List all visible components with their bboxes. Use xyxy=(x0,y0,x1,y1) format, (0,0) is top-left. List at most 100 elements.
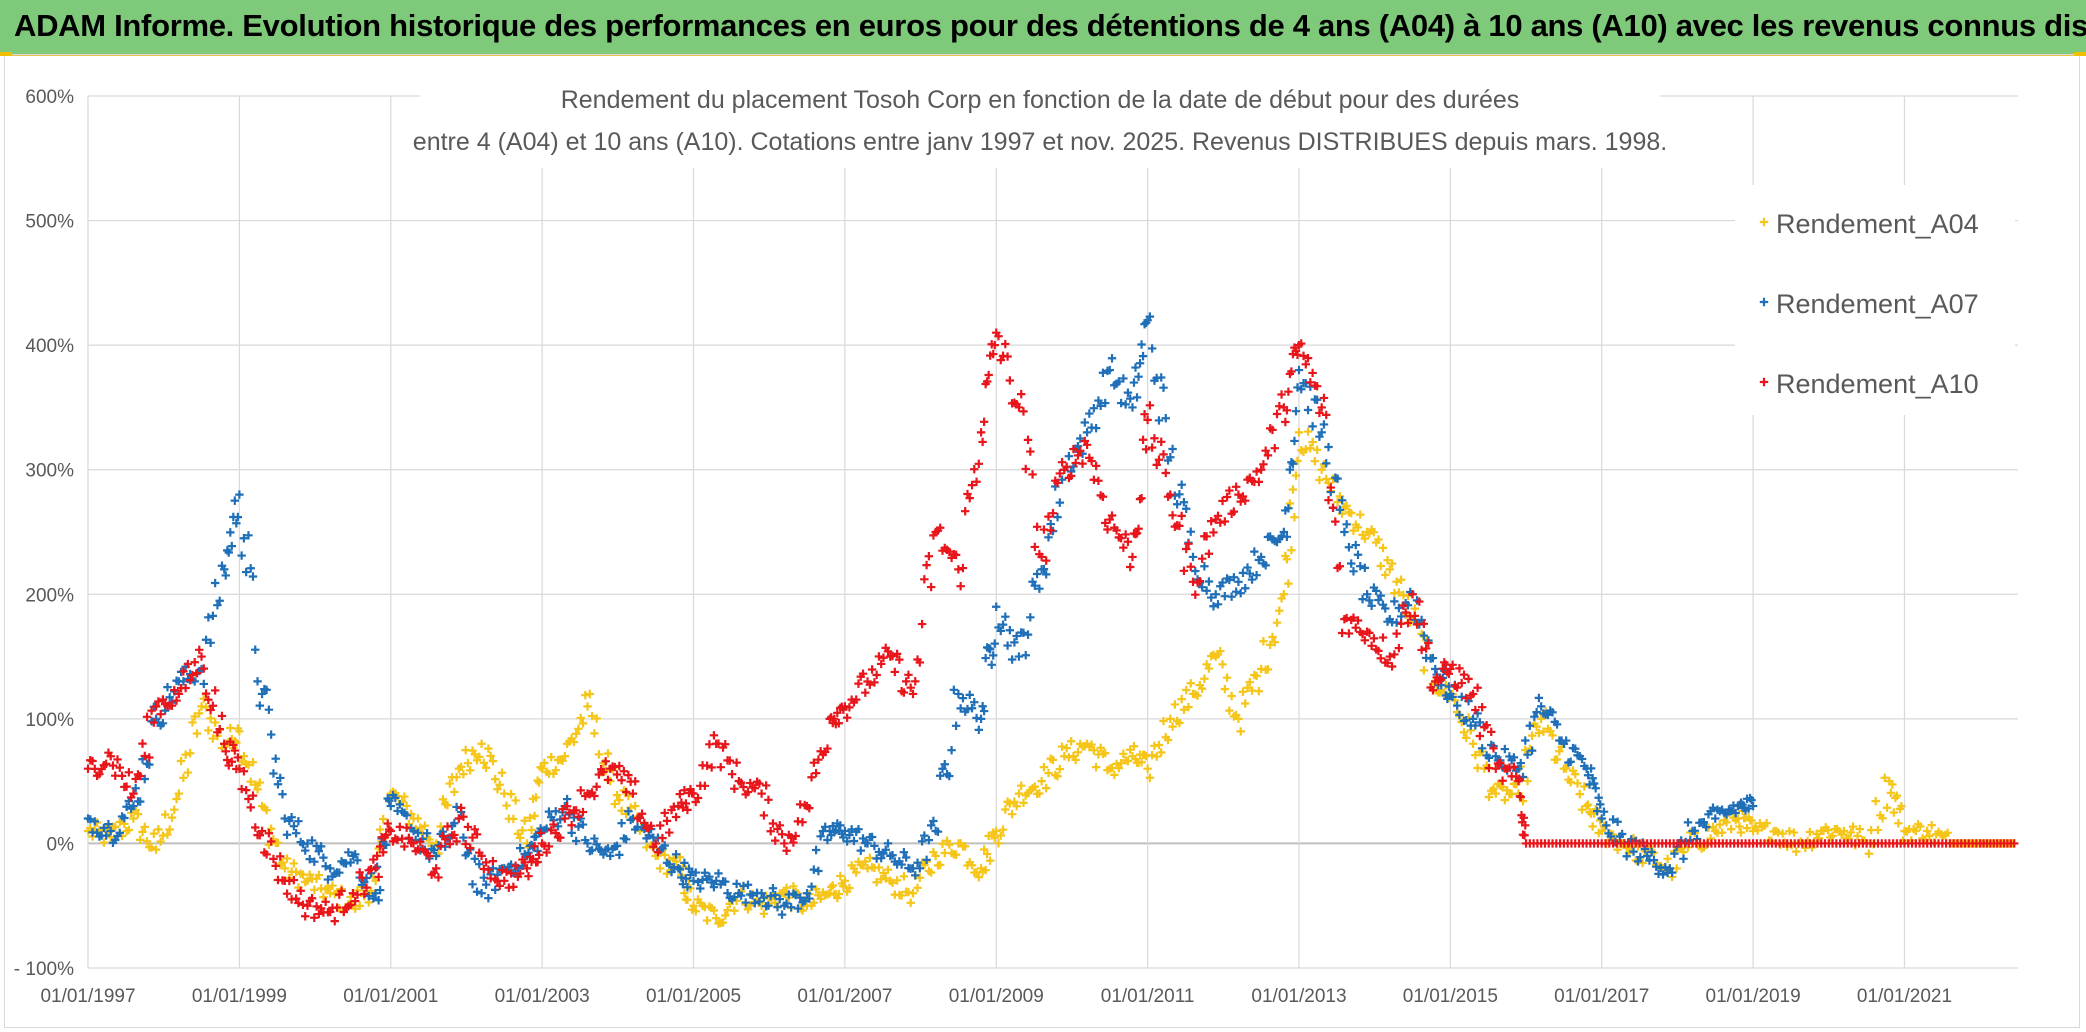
data-point xyxy=(1306,378,1315,387)
data-point xyxy=(791,890,800,900)
x-tick-label: 01/01/2007 xyxy=(797,986,892,1007)
data-point xyxy=(945,547,954,556)
data-point xyxy=(1140,410,1149,419)
data-point xyxy=(800,896,809,906)
data-point xyxy=(1055,498,1065,507)
x-tick-label: 01/01/2009 xyxy=(949,986,1044,1007)
data-point xyxy=(391,793,400,803)
data-point xyxy=(1312,445,1322,454)
data-point xyxy=(610,799,619,809)
data-point xyxy=(241,567,251,577)
data-point xyxy=(899,872,909,881)
data-point xyxy=(691,907,700,916)
data-point xyxy=(660,808,669,818)
data-point xyxy=(707,878,716,887)
data-point xyxy=(741,898,750,907)
data-point xyxy=(1509,762,1519,771)
data-point xyxy=(481,763,491,773)
data-point xyxy=(235,490,244,499)
data-point xyxy=(1177,694,1186,704)
data-point xyxy=(592,840,601,849)
data-point xyxy=(210,718,220,727)
data-point xyxy=(1154,455,1164,464)
data-point xyxy=(658,833,667,843)
data-point xyxy=(201,703,211,712)
data-point xyxy=(1468,739,1478,748)
data-point xyxy=(992,602,1001,611)
data-point xyxy=(443,801,452,810)
data-point xyxy=(1392,577,1401,586)
data-point xyxy=(1080,418,1089,427)
data-point xyxy=(615,795,624,805)
data-point xyxy=(1005,376,1015,385)
data-point xyxy=(1200,674,1209,683)
data-point xyxy=(1753,826,1762,835)
data-point xyxy=(183,768,193,777)
data-point xyxy=(425,851,434,861)
data-point xyxy=(689,901,698,910)
data-point xyxy=(1062,743,1071,753)
data-point xyxy=(1071,755,1080,765)
data-point xyxy=(404,833,414,842)
chart-frame xyxy=(4,54,2080,1028)
data-point xyxy=(996,626,1005,636)
data-point xyxy=(1736,828,1746,837)
data-point xyxy=(1168,511,1177,520)
data-point xyxy=(1365,596,1374,605)
data-point xyxy=(436,841,445,851)
data-point xyxy=(947,746,956,755)
data-point xyxy=(1417,645,1426,655)
data-point xyxy=(764,795,773,804)
data-point xyxy=(858,834,868,843)
data-point xyxy=(350,850,360,859)
data-point xyxy=(1103,525,1112,534)
data-point xyxy=(1281,417,1290,427)
data-point xyxy=(791,831,800,841)
data-point xyxy=(1243,563,1252,572)
data-point xyxy=(1023,435,1033,445)
data-point xyxy=(1489,784,1498,793)
data-point xyxy=(1385,565,1394,574)
data-point xyxy=(468,833,477,842)
data-point xyxy=(1299,351,1308,361)
data-point xyxy=(1853,831,1862,841)
data-point xyxy=(188,718,197,727)
data-point xyxy=(190,677,199,686)
data-point xyxy=(1005,626,1015,635)
data-point xyxy=(603,775,613,785)
data-point xyxy=(938,764,947,773)
data-point xyxy=(1312,381,1322,391)
data-point xyxy=(1123,537,1133,546)
data-point xyxy=(1376,654,1385,663)
x-tick-label: 01/01/2013 xyxy=(1251,986,1346,1007)
data-point xyxy=(1037,776,1046,786)
data-point xyxy=(115,828,124,838)
data-point xyxy=(1112,526,1121,535)
data-point xyxy=(1548,708,1557,717)
data-point xyxy=(1107,354,1117,363)
data-point xyxy=(951,850,961,859)
data-point xyxy=(805,803,814,813)
data-point xyxy=(530,842,539,851)
data-point xyxy=(227,757,237,766)
data-point xyxy=(739,881,748,891)
data-point xyxy=(271,754,280,763)
data-point xyxy=(1145,401,1155,410)
chart-title-line1: Rendement du placement Tosoh Corp en fon… xyxy=(561,86,1520,114)
data-point xyxy=(337,886,346,896)
data-point xyxy=(470,825,479,834)
data-point xyxy=(578,719,588,728)
y-tick-label: 400% xyxy=(25,336,74,357)
data-point xyxy=(2010,839,2019,848)
data-point xyxy=(1349,613,1358,622)
data-point xyxy=(307,836,317,845)
data-point xyxy=(1356,510,1365,519)
data-point xyxy=(1073,451,1083,460)
data-point xyxy=(1886,788,1896,798)
data-point xyxy=(1498,776,1507,785)
data-point xyxy=(291,867,301,877)
data-point xyxy=(1254,686,1264,696)
data-point xyxy=(156,709,165,719)
data-point xyxy=(1640,844,1650,854)
data-point xyxy=(226,528,235,537)
